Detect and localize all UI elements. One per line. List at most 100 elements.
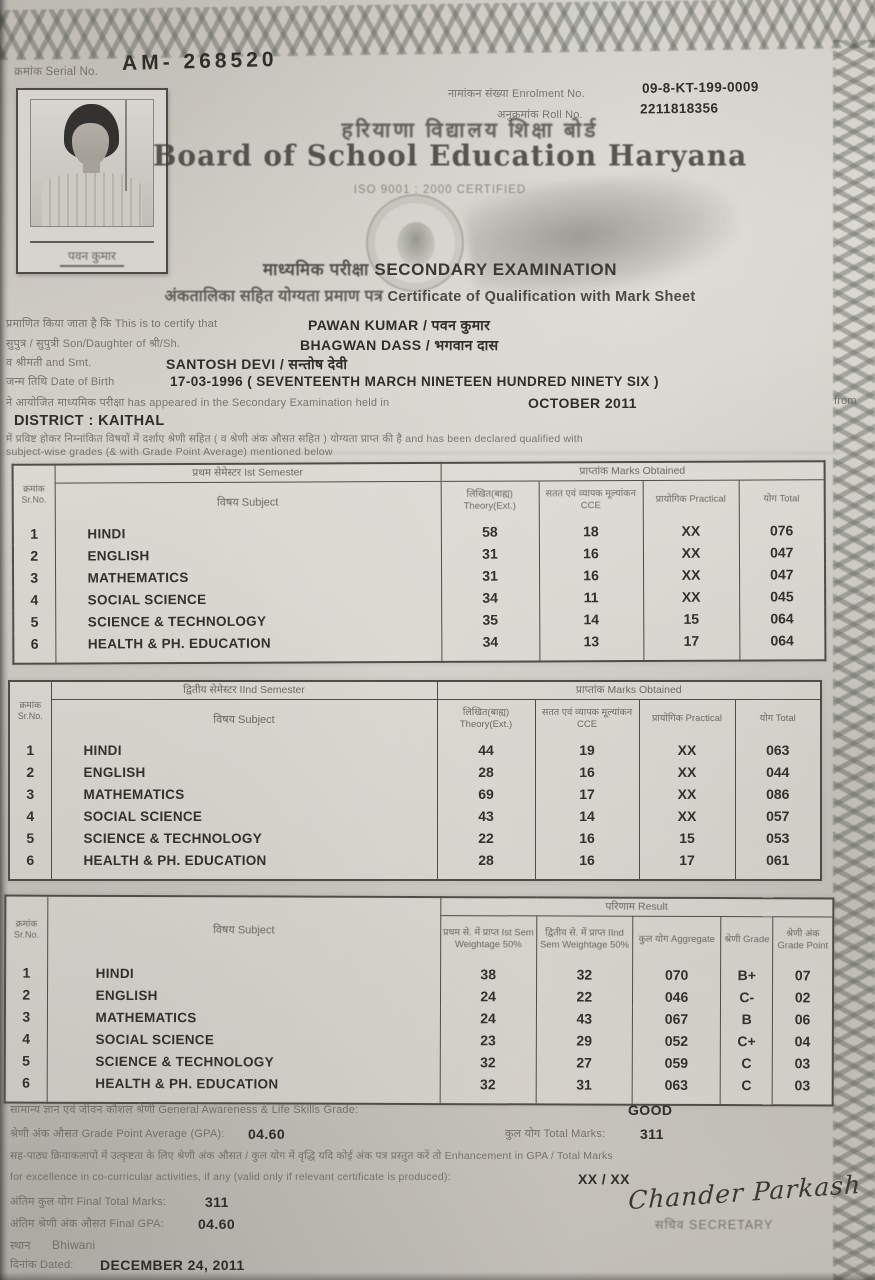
result-table-wrap: क्रमांक Sr.No. विषय Subject परिणाम Resul… <box>3 894 835 1107</box>
cell-subject: MATHEMATICS <box>95 1009 197 1025</box>
result-sr-header: क्रमांक Sr.No. <box>5 895 48 962</box>
cell-grade: C <box>720 1052 773 1075</box>
paper-crease <box>0 452 839 455</box>
qualified-text-1: में प्रविष्ट होकर निम्नांकित विषयों में … <box>6 433 583 445</box>
cell-aggregate: 052 <box>632 1029 721 1053</box>
candidate-photo: पवन कुमार <box>16 88 168 274</box>
cell-theory: 34 <box>441 586 540 609</box>
enrolment-no-value: 09-8-KT-199-0009 <box>641 79 759 96</box>
mother-line: व श्रीमती and Smt. SANTOSH DEVI / सन्तोष… <box>0 355 875 373</box>
cell-grade_point: 02 <box>772 986 834 1009</box>
iso-certified-line: ISO 9001 : 2000 CERTIFIED <box>353 184 527 196</box>
result-sem2-header: द्वितीय से. में प्राप्त IInd Sem Weighta… <box>536 915 633 964</box>
cell-sem2: 32 <box>536 963 633 986</box>
cell-sem2: 27 <box>535 1051 633 1074</box>
result-gradepoint-header: श्रेणी अंक Grade Point <box>772 916 834 965</box>
cell-sem1: 32 <box>439 1073 536 1096</box>
awareness-label: सामान्य ज्ञान एवं जीवन कौशल श्रेणी Gener… <box>10 1104 359 1116</box>
cell-subject: HEALTH & PH. EDUCATION <box>95 1075 279 1092</box>
cell-subject: ENGLISH <box>87 547 150 563</box>
final-total-value: 311 <box>205 1194 229 1210</box>
mother-label: व श्रीमती and Smt. <box>6 357 92 369</box>
cell-cce: 14 <box>534 805 639 827</box>
parent-label: सुपुत्र / सुपुत्री Son/Daughter of श्री/… <box>6 338 181 350</box>
photo-caption: पवन कुमार <box>28 241 156 267</box>
cell-sr: 1 <box>9 739 52 761</box>
date-line: दिनांक Dated: DECEMBER 24, 2011 <box>0 1257 875 1275</box>
table-row: 1 HINDI 38 32 070 B+ 07 <box>5 961 834 987</box>
result-aggregate-header: कुल योग Aggregate <box>632 915 721 965</box>
cell-grade_point: 04 <box>772 1030 833 1053</box>
portrait-shirt <box>41 173 142 226</box>
dob-value: 17-03-1996 ( SEVENTEENTH MARCH NINETEEN … <box>170 374 659 389</box>
cell-subject: HINDI <box>95 965 134 981</box>
table-row: 5 SCIENCE & TECHNOLOGY 32 27 059 C 03 <box>4 1049 833 1075</box>
enhancement-line-1: सह-पाठ्य क्रियाकलापों में उत्कृष्टता के … <box>0 1149 875 1167</box>
table-row: 3 MATHEMATICS 24 43 067 B 06 <box>4 1005 833 1031</box>
certify-line: प्रमाणित किया जाता है कि This is to cert… <box>0 316 875 334</box>
cell-theory: 28 <box>436 849 535 871</box>
cell-cce: 14 <box>539 608 644 631</box>
cell-sr: 2 <box>12 544 56 567</box>
place-line: स्थान Bhiwani <box>0 1238 875 1256</box>
enrolment-no-label: नामांकन संख्या Enrolment No. <box>448 88 585 100</box>
cell-cce: 19 <box>534 739 639 761</box>
cell-sr: 1 <box>5 961 48 984</box>
sem2-table: क्रमांक Sr.No. द्वितीय सेमेस्टर IInd Sem… <box>8 680 823 881</box>
photo-caption-name: पवन कुमार <box>60 247 124 267</box>
cell-practical: XX <box>643 585 740 609</box>
cell-practical: XX <box>638 739 735 761</box>
cell-sem2: 22 <box>536 985 633 1008</box>
portrait-neck <box>82 160 100 177</box>
cell-practical: XX <box>643 563 740 587</box>
serial-no-value: AM- 268520 <box>121 47 278 76</box>
cell-theory: 58 <box>440 520 539 543</box>
cell-grade: C+ <box>720 1030 773 1053</box>
result-table: क्रमांक Sr.No. विषय Subject परिणाम Resul… <box>3 894 835 1107</box>
appeared-label: ने आयोजित माध्यमिक परीक्षा has appeared … <box>6 397 390 409</box>
board-seal-watermark <box>366 194 464 292</box>
cell-sem1: 38 <box>440 963 537 986</box>
cell-practical: XX <box>642 519 739 543</box>
cell-subject: SCIENCE & TECHNOLOGY <box>87 613 267 629</box>
cell-cce: 13 <box>539 630 644 653</box>
cell-subject: MATHEMATICS <box>87 569 189 585</box>
cell-sr: 2 <box>9 761 52 783</box>
qualified-text-2: subject-wise grades (& with Grade Point … <box>6 446 333 458</box>
cell-cce: 16 <box>534 761 639 783</box>
cell-total: 064 <box>739 607 826 630</box>
cell-subject: SCIENCE & TECHNOLOGY <box>95 1053 274 1069</box>
roll-no-value: 2211818356 <box>639 100 719 117</box>
cell-grade_point: 07 <box>772 964 834 987</box>
sem1-subject-header: विषय Subject <box>216 496 279 509</box>
cell-total: 057 <box>734 805 822 827</box>
cell-practical: XX <box>638 761 735 783</box>
date-label: दिनांक Dated: <box>10 1259 74 1271</box>
cell-subject: HINDI <box>83 742 122 758</box>
cell-grade: B <box>720 1008 773 1031</box>
awareness-value: GOOD <box>628 1102 673 1118</box>
cell-cce: 16 <box>538 542 644 565</box>
enhancement-line-2: for excellence in co-curricular activiti… <box>0 1171 875 1189</box>
gpa-label: श्रेणी अंक औसत Grade Point Average (GPA)… <box>10 1128 225 1140</box>
cell-subject: ENGLISH <box>83 764 146 780</box>
result-subject-header: विषय Subject <box>213 924 275 937</box>
cell-practical: XX <box>638 805 735 827</box>
final-gpa-value: 04.60 <box>198 1216 236 1232</box>
cell-subject: HEALTH & PH. EDUCATION <box>87 635 271 651</box>
table-row: 4 SOCIAL SCIENCE 43 14 XX 057 <box>9 805 822 827</box>
cell-subject: HINDI <box>87 525 126 541</box>
cell-total: 053 <box>734 827 822 849</box>
sem1-title-header: प्रथम सेमेस्टर Ist Semester <box>54 462 441 483</box>
cell-sr: 2 <box>4 983 48 1006</box>
sem1-cce-header: सतत एवं व्यापक मूल्यांकन CCE <box>538 480 643 521</box>
cell-sr: 6 <box>9 849 52 871</box>
cell-sr: 6 <box>4 1071 47 1094</box>
cell-aggregate: 059 <box>632 1051 721 1075</box>
total-marks-label: कुल योग Total Marks: <box>505 1128 606 1140</box>
cell-theory: 22 <box>436 827 535 849</box>
mother-name: SANTOSH DEVI / सन्तोष देवी <box>166 356 348 372</box>
enhancement-text-2: for excellence in co-curricular activiti… <box>10 1171 451 1183</box>
cell-grade: B+ <box>720 964 773 987</box>
cell-theory: 69 <box>436 783 535 805</box>
